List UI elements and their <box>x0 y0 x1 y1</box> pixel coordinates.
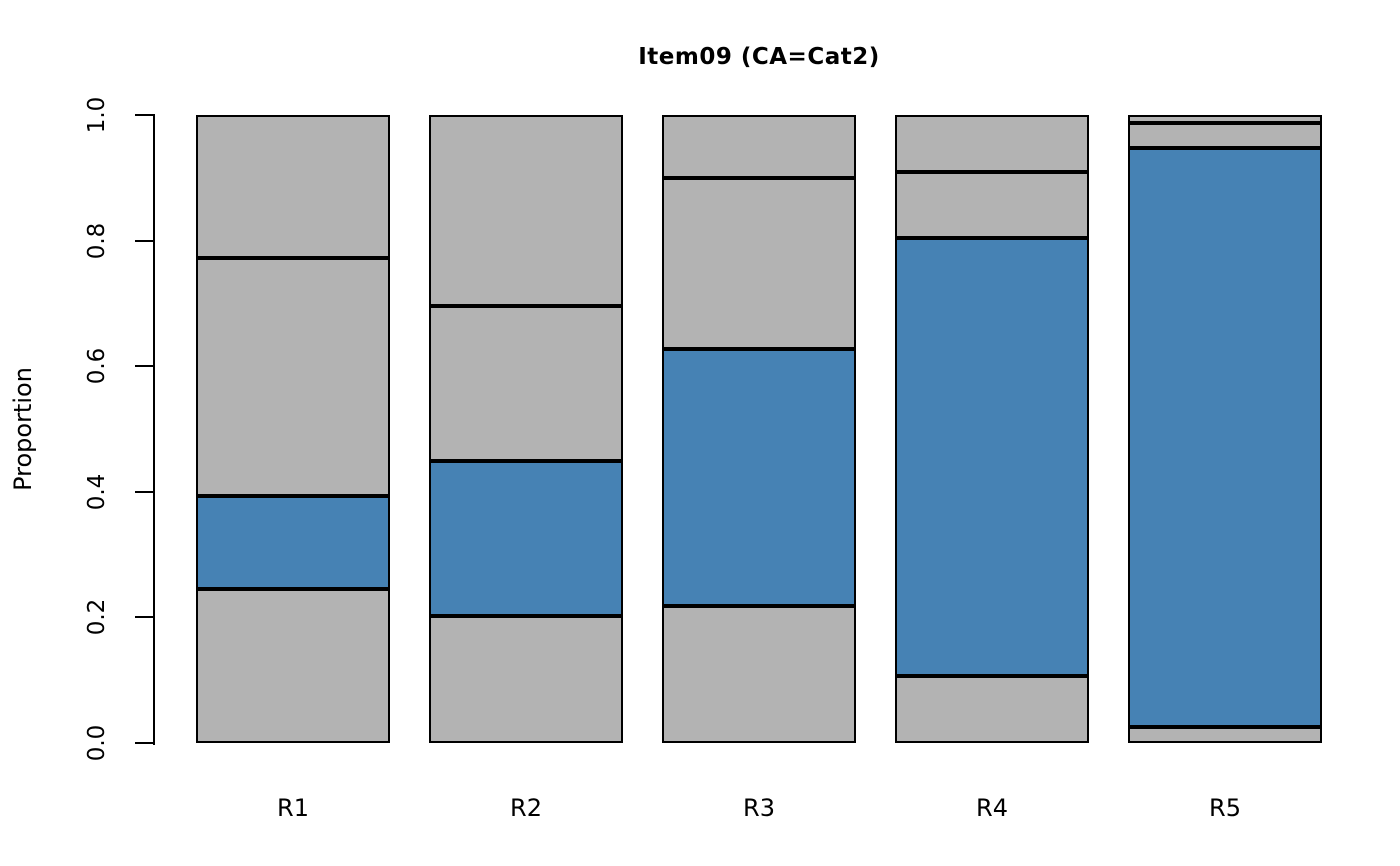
bar-R4-segment-2-highlight-cat2 <box>895 238 1089 676</box>
y-tick-label-0.4: 0.4 <box>84 473 110 511</box>
bar-R2 <box>429 115 623 743</box>
bar-R1-segment-1-bottom <box>196 588 390 743</box>
y-tick-mark-1.0 <box>135 114 153 116</box>
y-tick-label-1.0: 1.0 <box>84 96 110 134</box>
y-tick-mark-0.8 <box>135 239 153 242</box>
bar-R4 <box>895 115 1089 743</box>
bar-R5 <box>1128 115 1322 743</box>
bar-R5-segment-1-bottom <box>1128 726 1322 743</box>
y-tick-label-0.2: 0.2 <box>84 599 110 636</box>
bar-R1-segment-3 <box>196 258 390 496</box>
bar-R5-segment-4-top <box>1128 115 1322 123</box>
y-tick-mark-0.6 <box>135 365 153 368</box>
chart-title: Item09 (CA=Cat2) <box>638 44 880 70</box>
bar-R2-segment-4-top <box>429 115 623 306</box>
bar-R3-segment-4-top <box>662 115 856 178</box>
y-tick-label-0.6: 0.6 <box>84 347 110 385</box>
y-tick-mark-0.0 <box>135 742 153 744</box>
y-tick-mark-0.2 <box>135 616 153 619</box>
x-axis-label-R1: R1 <box>277 794 309 822</box>
bar-R3-segment-3 <box>662 177 856 350</box>
x-axis-label-R4: R4 <box>976 794 1008 822</box>
bar-R2-segment-1-bottom <box>429 616 623 743</box>
bar-R2-segment-2-highlight-cat2 <box>429 461 623 617</box>
y-tick-label-0.0: 0.0 <box>84 724 110 762</box>
bar-R3-segment-1-bottom <box>662 606 856 743</box>
x-axis-label-R5: R5 <box>1209 794 1241 822</box>
y-axis-line <box>153 114 155 745</box>
bar-R4-segment-4-top <box>895 115 1089 172</box>
y-axis-label: Proportion <box>9 367 37 491</box>
x-axis-label-R2: R2 <box>510 794 542 822</box>
bar-R2-segment-3 <box>429 305 623 462</box>
bar-R1-segment-2-highlight-cat2 <box>196 495 390 589</box>
y-tick-mark-0.4 <box>135 490 153 493</box>
x-axis-label-R3: R3 <box>743 794 775 822</box>
bar-R5-segment-2-highlight-cat2 <box>1128 148 1322 727</box>
bar-R4-segment-1-bottom <box>895 675 1089 743</box>
y-tick-label-0.8: 0.8 <box>84 222 110 259</box>
bar-R4-segment-3 <box>895 171 1089 239</box>
bar-R1 <box>196 115 390 743</box>
bar-R5-segment-3 <box>1128 122 1322 149</box>
bar-R3 <box>662 115 856 743</box>
bar-R3-segment-2-highlight-cat2 <box>662 349 856 607</box>
bar-R1-segment-4-top <box>196 115 390 259</box>
